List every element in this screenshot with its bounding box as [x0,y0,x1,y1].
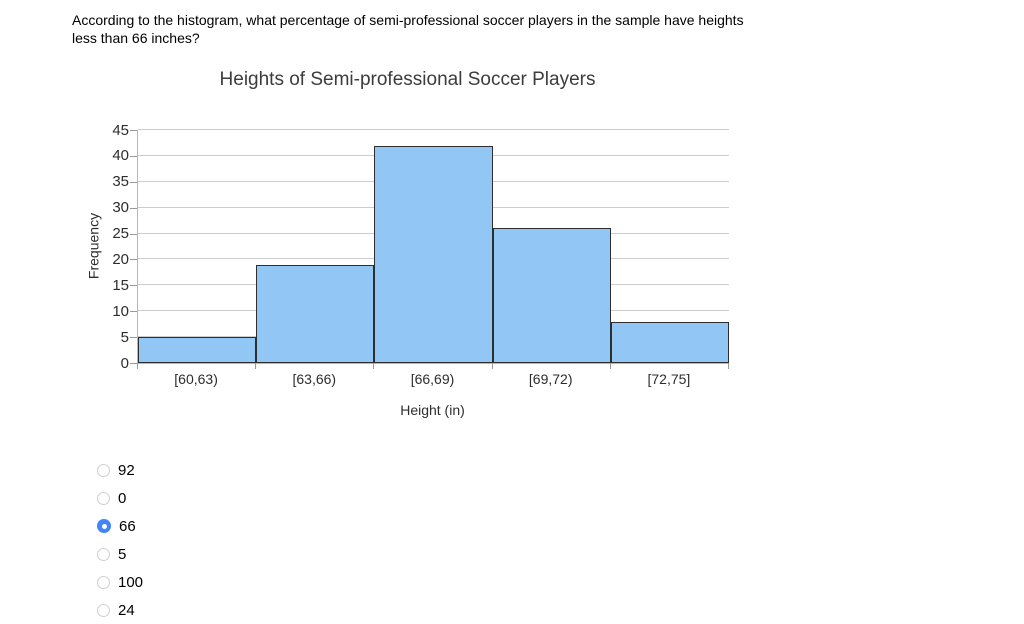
x-tick-label: [63,66) [292,371,337,387]
option-label: 66 [119,517,136,535]
chart-title: Heights of Semi-professional Soccer Play… [219,69,596,90]
option-row-92[interactable]: 92 [97,456,143,484]
radio-button-92[interactable] [97,463,110,477]
option-label: 0 [118,489,127,507]
radio-inner-dot [101,523,107,529]
x-tick [255,363,257,369]
y-tick [130,233,137,235]
y-tick-label: 5 [120,328,129,346]
y-tick [130,130,137,131]
radio-button-0[interactable] [97,491,110,505]
y-tick [130,363,137,364]
y-tick [130,285,137,287]
y-tick-label: 35 [112,173,129,191]
bar-[60,63) [138,337,257,363]
x-tick-label: [72,75] [647,371,691,387]
y-tick [130,181,137,183]
y-tick-label: 10 [112,302,129,320]
option-row-5[interactable]: 5 [97,540,143,568]
y-tick-label: 15 [112,276,129,294]
bar-[69,72) [492,228,611,363]
radio-button-24[interactable] [97,603,110,617]
option-row-0[interactable]: 0 [97,484,143,512]
answer-options: 92 0 66 5 100 24 [97,456,143,624]
plot-area [137,129,729,364]
x-axis-labels: [60,63) [63,66) [66,69) [69,72) [72,75] [137,371,728,387]
y-tick [130,259,137,261]
x-tick-label: [69,72) [528,371,573,387]
radio-button-66-selected[interactable] [97,519,111,533]
x-tick [728,363,729,369]
option-row-66[interactable]: 66 [97,512,143,540]
option-row-100[interactable]: 100 [97,568,143,596]
y-tick [130,337,137,339]
x-tick [491,363,493,369]
radio-button-100[interactable] [97,575,110,589]
x-axis-title: Height (in) [400,402,465,418]
y-tick [130,311,137,313]
bar-[66,69) [374,145,493,363]
bar-[63,66) [256,264,375,363]
x-tick [373,363,375,369]
question-text: According to the histogram, what percent… [72,11,852,47]
x-tick-label: [60,63) [174,371,218,387]
y-tick-label: 25 [112,225,129,243]
option-label: 24 [118,601,135,619]
option-label: 100 [118,573,144,591]
radio-button-5[interactable] [97,547,110,561]
option-label: 92 [118,461,135,479]
option-row-24[interactable]: 24 [97,596,143,624]
x-tick-label: [66,69) [410,371,455,387]
gridline [138,129,729,130]
y-tick-label: 20 [112,250,129,268]
x-tick [137,363,138,369]
y-tick-label: 40 [112,147,129,165]
y-tick-label: 0 [120,354,129,372]
y-tick [130,207,137,209]
question-line-1: According to the histogram, what percent… [72,12,744,28]
histogram-chart: Heights of Semi-professional Soccer Play… [85,65,730,435]
x-tick [609,363,611,369]
y-tick-label: 30 [112,199,129,217]
bar-[72,75] [610,321,729,363]
y-tick [130,155,137,157]
question-line-2: less than 66 inches? [72,30,200,46]
y-tick-label: 45 [112,121,129,139]
option-label: 5 [118,545,127,563]
